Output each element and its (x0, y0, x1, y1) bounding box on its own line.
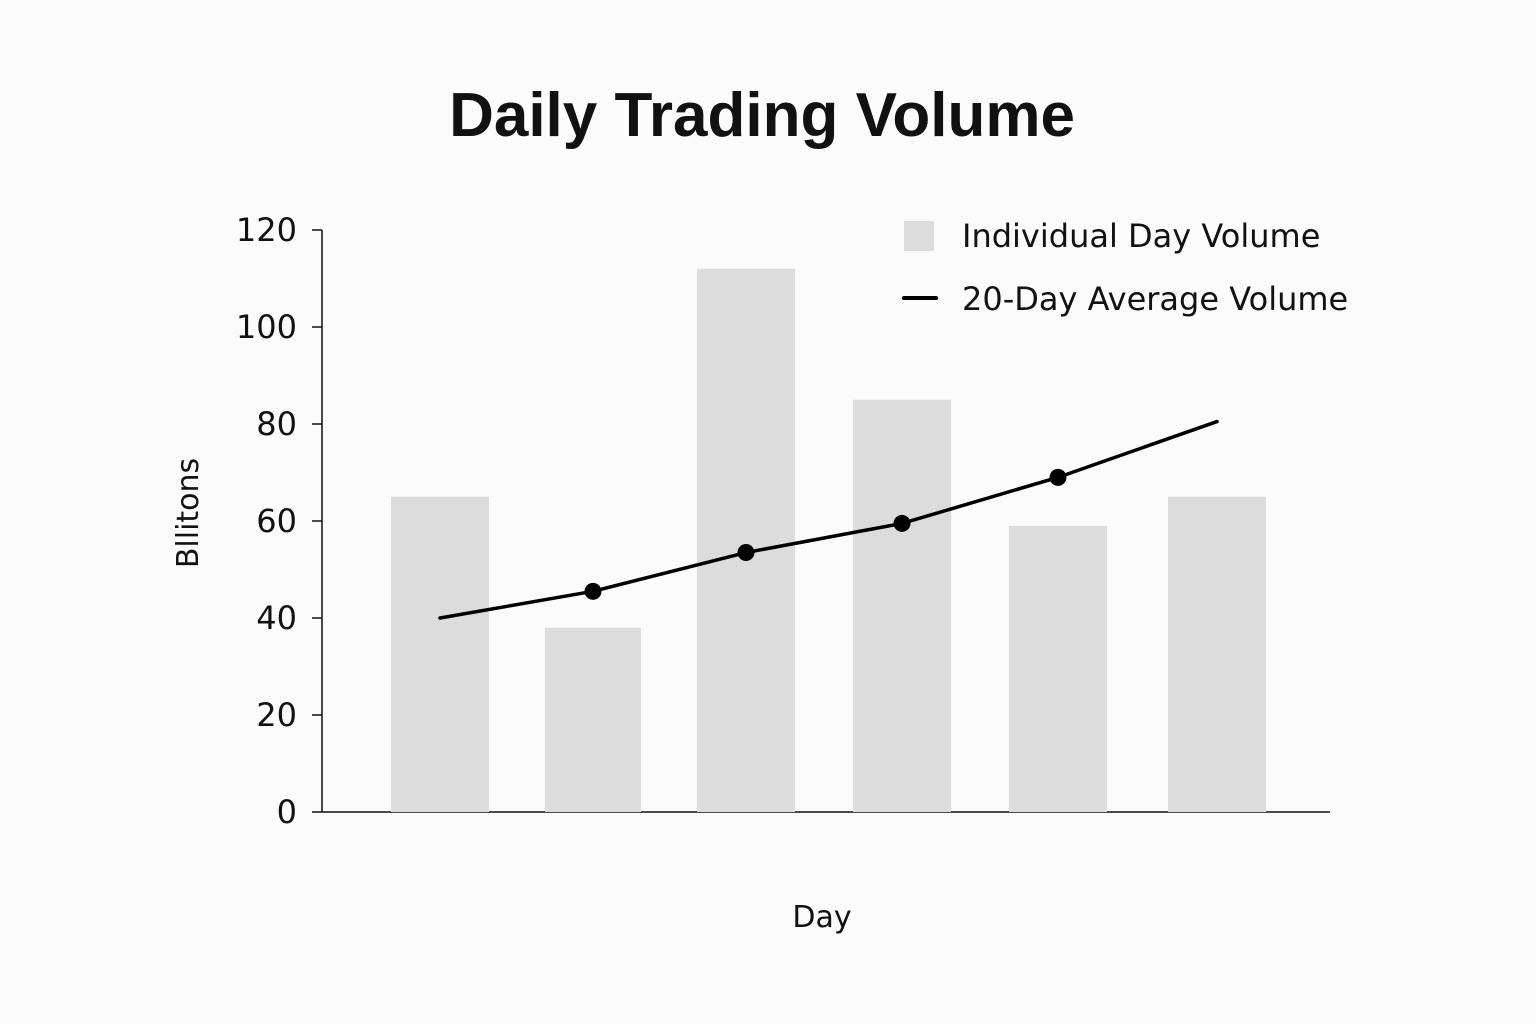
average-line (438, 419, 1219, 620)
legend: Individual Day Volume 20-Day Average Vol… (902, 217, 1348, 318)
y-tick-label: 40 (256, 599, 297, 637)
average-point (584, 582, 602, 600)
y-tick-label: 120 (236, 211, 297, 249)
chart-title: Daily Trading Volume (449, 81, 1075, 150)
legend-label-bar: Individual Day Volume (962, 217, 1320, 255)
legend-label-line: 20-Day Average Volume (962, 280, 1348, 318)
line-series (438, 419, 1219, 620)
y-tick-label: 60 (256, 502, 297, 540)
y-axis-title: Bllitons (171, 458, 206, 568)
y-tick-label: 0 (277, 793, 297, 831)
average-point (737, 544, 755, 562)
x-axis-title: Day (792, 900, 851, 935)
y-tick-label: 100 (236, 308, 297, 346)
bar (391, 496, 489, 812)
bar (1168, 496, 1266, 812)
bar (697, 268, 795, 812)
bar (853, 399, 951, 812)
axes: 0 20 40 60 80 100 120 (236, 211, 1330, 831)
y-tick-label: 20 (256, 696, 297, 734)
average-point (1049, 468, 1067, 486)
bar-series (391, 268, 1266, 812)
average-point (893, 514, 911, 532)
y-tick-label: 80 (256, 405, 297, 443)
legend-swatch-bar (904, 221, 934, 251)
bar (545, 627, 641, 812)
bar (1009, 525, 1107, 812)
